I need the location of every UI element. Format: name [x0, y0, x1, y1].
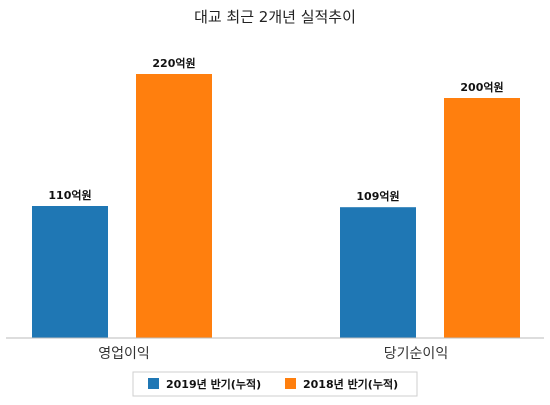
legend-label-1: 2019년 반기(누적) — [166, 377, 261, 391]
legend: 2019년 반기(누적) 2018년 반기(누적) — [132, 371, 418, 397]
data-labels-group: 110억원 220억원 109억원 200억원 — [48, 56, 503, 203]
data-label-1-series-1: 110억원 — [48, 188, 91, 202]
legend-frame — [132, 371, 418, 397]
x-tick-label: 영업이익 — [98, 346, 150, 362]
x-tick-labels: 영업이익 당기순이익 — [98, 346, 448, 362]
bar-2-series-1 — [340, 207, 416, 338]
bars-group — [32, 74, 520, 338]
legend-swatch-2 — [285, 378, 296, 389]
data-label-2-series-1: 109억원 — [356, 189, 399, 203]
x-tick-label: 당기순이익 — [384, 346, 448, 362]
legend-label-2: 2018년 반기(누적) — [303, 377, 398, 391]
bar-2-series-2 — [444, 98, 520, 338]
bar-1-series-2 — [136, 74, 212, 338]
legend-swatch-1 — [148, 378, 159, 389]
data-label-1-series-2: 220억원 — [152, 56, 195, 70]
data-label-2-series-2: 200억원 — [460, 80, 503, 94]
chart-title: 대교 최근 2개년 실적추이 — [194, 8, 356, 26]
bar-1-series-1 — [32, 206, 108, 338]
